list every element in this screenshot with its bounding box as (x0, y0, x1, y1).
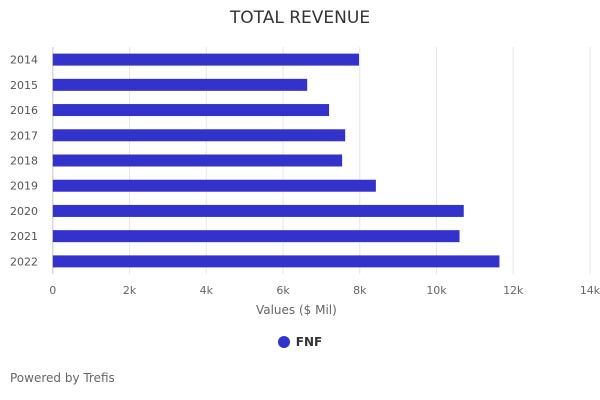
y-tick-label: 2021 (10, 230, 38, 243)
x-tick-label: 6k (276, 284, 290, 297)
legend-label: FNF (295, 335, 323, 349)
bar-2018 (52, 154, 343, 167)
bar-2020 (52, 204, 464, 217)
bar-2022 (52, 255, 500, 268)
y-tick-label: 2020 (10, 205, 38, 218)
y-tick-label: 2016 (10, 104, 38, 117)
x-tick-label: 14k (580, 284, 600, 297)
chart-title: TOTAL REVENUE (229, 8, 371, 28)
x-tick-label: 4k (200, 284, 214, 297)
x-tick-label: 12k (503, 284, 524, 297)
y-tick-label: 2015 (10, 79, 38, 92)
legend-marker-icon (277, 336, 290, 348)
x-tick-label: 0 (49, 284, 56, 297)
y-tick-label: 2014 (10, 54, 38, 67)
bar-2014 (52, 53, 360, 66)
legend[interactable]: FNF (0, 335, 600, 349)
bar-2016 (52, 104, 330, 117)
x-tick-label: 10k (426, 284, 447, 297)
y-tick-label: 2018 (10, 155, 38, 168)
y-tick-label: 2022 (10, 255, 38, 268)
bar-2017 (52, 129, 346, 142)
bar-2015 (52, 78, 308, 91)
bar-chart: 0 2k 4k 6k 8k 10k 12k 14k 2014 2015 2016 2017 2018 20… (10, 47, 600, 317)
bar-2019 (52, 179, 376, 192)
x-axis-label: Values ($ Mil) (256, 303, 337, 317)
powered-by-credit[interactable]: Powered by Trefis (10, 371, 115, 385)
x-tick-label: 2k (123, 284, 137, 297)
y-tick-label: 2019 (10, 180, 38, 193)
y-tick-label: 2017 (10, 129, 38, 142)
bar-2021 (52, 230, 460, 243)
x-tick-label: 8k (353, 284, 367, 297)
